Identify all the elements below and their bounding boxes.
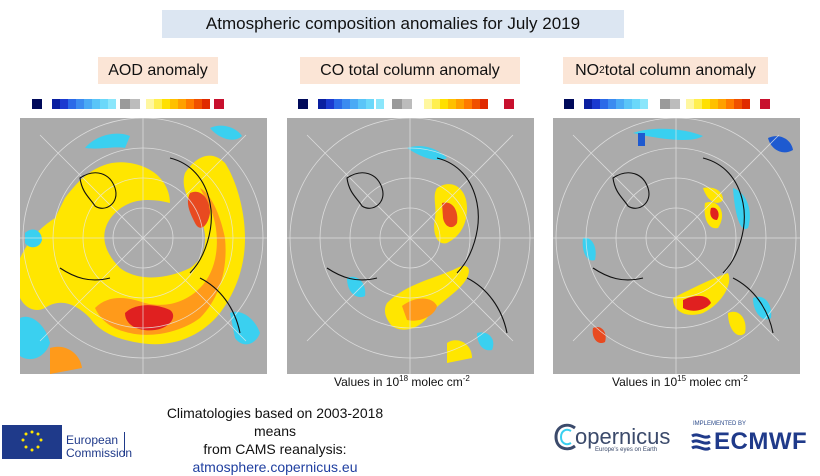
no2-title-sub: 2 (599, 65, 605, 76)
footer-line1: Climatologies based on 2003-2018 means (166, 405, 384, 439)
footer-note: Climatologies based on 2003-2018 means f… (150, 404, 400, 476)
copernicus-wordmark: opernicus (575, 424, 671, 449)
co-units-label: Values in 1018 molec cm-2 (334, 374, 470, 389)
no2-title-post: total column anomaly (604, 61, 756, 79)
aod-panel-title: AOD anomaly (98, 57, 218, 84)
co-map (287, 118, 534, 374)
eu-label-line1: European (66, 433, 119, 447)
ecmwf-wordmark: ECMWF (714, 428, 808, 455)
no2-units-label: Values in 1015 molec cm-2 (612, 374, 748, 389)
aod-map (20, 118, 267, 374)
copernicus-tagline: Europe's eyes on Earth (595, 447, 658, 453)
aod-title-text: AOD anomaly (108, 61, 208, 79)
no2-title-pre: NO (575, 61, 600, 79)
co-colorbar (298, 99, 514, 109)
main-title: Atmospheric composition anomalies for Ju… (162, 10, 624, 38)
co-units-prefix: Values in 10 (334, 375, 400, 389)
no2-panel-title: NO 2 total column anomaly (563, 57, 768, 84)
footer-line2: from CAMS reanalysis: (203, 441, 347, 457)
ecmwf-logo-icon (691, 433, 711, 451)
no2-map-svg (553, 118, 800, 374)
co-map-svg (287, 118, 534, 374)
implemented-by-label: IMPLEMENTED BY (693, 421, 747, 427)
no2-colorbar (564, 99, 770, 109)
eu-label-line2: Commission (66, 446, 133, 460)
aod-map-svg (20, 118, 267, 374)
no2-units-mid: molec cm (686, 375, 741, 389)
co-units-mid: molec cm (408, 375, 463, 389)
co-title-text: CO total column anomaly (320, 61, 500, 79)
no2-units-exp: 15 (677, 374, 687, 383)
co-panel-title: CO total column anomaly (300, 57, 520, 84)
eu-flag-icon (2, 425, 62, 459)
co-units-exp: 18 (399, 374, 409, 383)
no2-map (553, 118, 800, 374)
eu-divider (124, 432, 125, 456)
no2-units-exp2: -2 (740, 374, 748, 383)
main-title-text: Atmospheric composition anomalies for Ju… (205, 14, 581, 33)
no2-units-prefix: Values in 10 (612, 375, 678, 389)
copernicus-logo-icon (554, 423, 576, 451)
aod-colorbar (32, 99, 224, 109)
co-units-exp2: -2 (462, 374, 470, 383)
